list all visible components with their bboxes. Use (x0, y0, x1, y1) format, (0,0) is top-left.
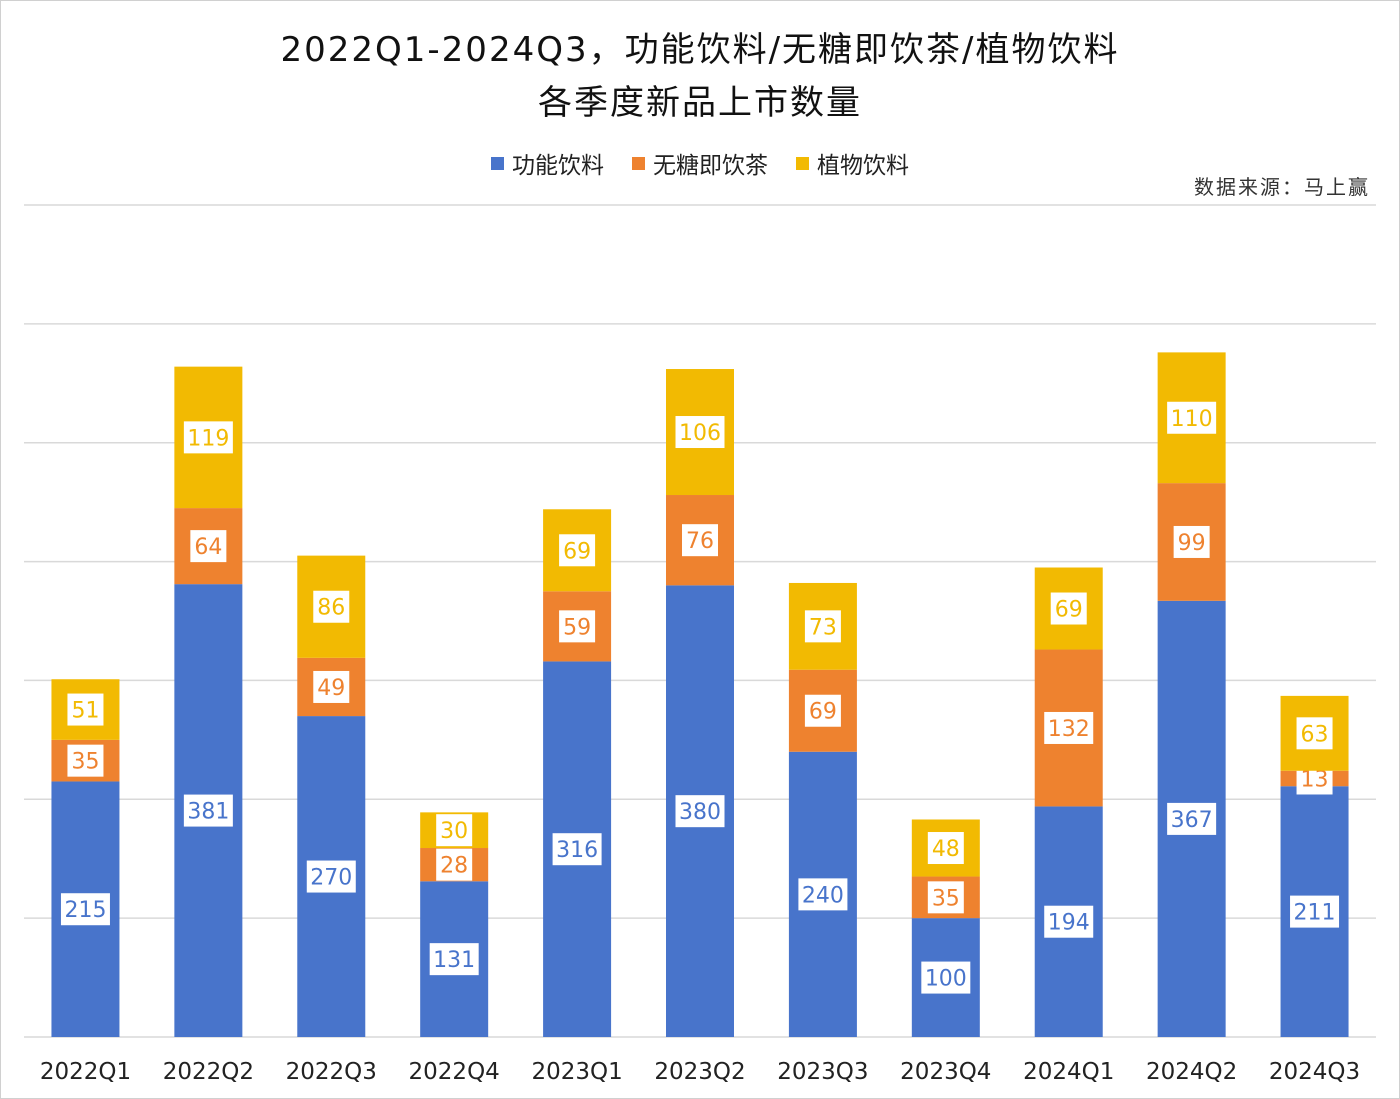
data-label: 35 (932, 886, 960, 911)
x-tick-label: 2023Q3 (777, 1059, 868, 1085)
data-label: 270 (310, 866, 352, 891)
data-label-box (1167, 401, 1217, 434)
data-label: 215 (64, 898, 106, 923)
chart-subtitle: 各季度新品上市数量 (538, 83, 862, 123)
data-label-box (60, 893, 110, 926)
data-label: 73 (809, 615, 837, 640)
data-label: 35 (71, 750, 99, 775)
x-tick-label: 2023Q1 (531, 1059, 622, 1085)
data-label-box (429, 943, 479, 976)
data-label: 69 (1055, 598, 1083, 623)
legend-swatch (796, 156, 809, 170)
data-label: 49 (317, 676, 345, 701)
data-label-box (927, 832, 964, 865)
x-tick-label: 2022Q2 (163, 1059, 254, 1085)
legend-swatch (491, 156, 504, 170)
legend-item: 无糖即饮茶 (632, 146, 768, 180)
data-label: 106 (679, 421, 721, 446)
data-label-box (436, 814, 473, 847)
data-label-box (675, 416, 725, 449)
data-label: 48 (932, 837, 960, 862)
data-label: 100 (925, 967, 967, 992)
data-label-box (190, 530, 227, 563)
data-label-box (1044, 905, 1094, 938)
data-label-box (804, 694, 841, 727)
data-label-box (552, 833, 602, 866)
data-label-box (183, 794, 233, 827)
data-label: 132 (1048, 717, 1090, 742)
data-label-box (559, 534, 596, 567)
data-label-box (559, 610, 596, 643)
legend-swatch (632, 156, 645, 170)
data-label: 86 (317, 596, 345, 621)
data-label-box (1044, 711, 1094, 744)
x-tick-label: 2022Q1 (40, 1059, 131, 1085)
data-label: 211 (1294, 901, 1336, 926)
data-label-box (798, 878, 848, 911)
data-label-box (1173, 525, 1210, 558)
x-tick-label: 2022Q3 (286, 1059, 377, 1085)
data-label: 119 (187, 426, 229, 451)
x-tick-label: 2024Q3 (1269, 1059, 1360, 1085)
data-label: 240 (802, 883, 844, 908)
source-note: 数据来源：马上赢 (1194, 175, 1370, 199)
legend-label: 功能饮料 (512, 153, 604, 179)
legend-label: 植物饮料 (817, 153, 909, 179)
data-label: 64 (194, 535, 222, 560)
data-label-box (1290, 895, 1340, 928)
data-label: 131 (433, 948, 475, 973)
data-label-box (1050, 592, 1087, 625)
legend: 功能饮料 无糖即饮茶 植物饮料 (0, 146, 1400, 180)
data-label-box (682, 524, 718, 557)
x-tick-label: 2024Q2 (1146, 1059, 1237, 1085)
data-label-box (675, 795, 725, 828)
data-label-box (1167, 802, 1217, 835)
legend-item: 植物饮料 (796, 146, 909, 180)
data-label-box (313, 590, 350, 623)
data-label: 381 (187, 800, 229, 825)
data-label: 28 (440, 854, 468, 879)
data-label-box (67, 693, 104, 726)
data-label-box (436, 848, 473, 881)
data-label: 51 (71, 699, 99, 724)
data-label: 99 (1178, 531, 1206, 556)
data-label-box (1296, 717, 1333, 750)
data-label-box (183, 421, 233, 454)
data-label: 63 (1301, 722, 1329, 747)
data-label-box (67, 744, 104, 777)
data-label: 69 (809, 700, 837, 725)
data-label: 367 (1171, 808, 1213, 833)
data-label-box (306, 860, 356, 893)
data-label-box (313, 670, 350, 703)
legend-label: 无糖即饮茶 (653, 153, 768, 179)
data-label-box (921, 961, 971, 994)
data-label: 380 (679, 800, 721, 825)
data-label: 13 (1301, 767, 1329, 792)
legend-item: 功能饮料 (491, 146, 604, 180)
data-label-box (927, 881, 964, 914)
x-tick-label: 2023Q2 (654, 1059, 745, 1085)
x-tick-label: 2024Q1 (1023, 1059, 1114, 1085)
data-label: 30 (440, 819, 468, 844)
data-label: 316 (556, 838, 598, 863)
data-label: 194 (1048, 911, 1090, 936)
x-tick-label: 2023Q4 (900, 1059, 991, 1085)
x-tick-label: 2022Q4 (409, 1059, 500, 1085)
data-label-box (804, 610, 841, 643)
data-label: 69 (563, 539, 591, 564)
data-label: 110 (1171, 407, 1213, 432)
chart-title: 2022Q1-2024Q3，功能饮料/无糖即饮茶/植物饮料 (280, 30, 1120, 70)
data-label: 59 (563, 615, 591, 640)
data-label: 76 (686, 529, 714, 554)
